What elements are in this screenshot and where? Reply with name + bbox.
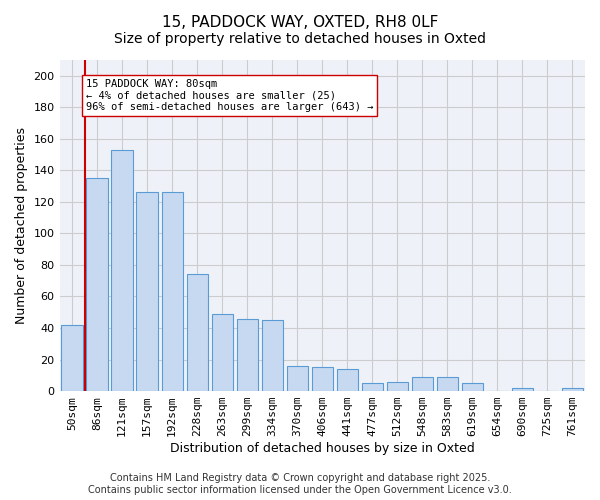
- Bar: [161, 192, 183, 391]
- Bar: [412, 377, 433, 391]
- Bar: [362, 383, 383, 391]
- Text: 15, PADDOCK WAY, OXTED, RH8 0LF: 15, PADDOCK WAY, OXTED, RH8 0LF: [162, 15, 438, 30]
- Text: 15 PADDOCK WAY: 80sqm
← 4% of detached houses are smaller (25)
96% of semi-detac: 15 PADDOCK WAY: 80sqm ← 4% of detached h…: [86, 79, 373, 112]
- Bar: [387, 382, 408, 391]
- Bar: [112, 150, 133, 391]
- Bar: [311, 368, 333, 391]
- Bar: [86, 178, 108, 391]
- X-axis label: Distribution of detached houses by size in Oxted: Distribution of detached houses by size …: [170, 442, 475, 455]
- Bar: [136, 192, 158, 391]
- Bar: [212, 314, 233, 391]
- Bar: [287, 366, 308, 391]
- Y-axis label: Number of detached properties: Number of detached properties: [15, 127, 28, 324]
- Bar: [262, 320, 283, 391]
- Bar: [512, 388, 533, 391]
- Bar: [337, 369, 358, 391]
- Bar: [187, 274, 208, 391]
- Bar: [562, 388, 583, 391]
- Bar: [236, 318, 258, 391]
- Text: Size of property relative to detached houses in Oxted: Size of property relative to detached ho…: [114, 32, 486, 46]
- Text: Contains HM Land Registry data © Crown copyright and database right 2025.
Contai: Contains HM Land Registry data © Crown c…: [88, 474, 512, 495]
- Bar: [462, 383, 483, 391]
- Bar: [437, 377, 458, 391]
- Bar: [61, 325, 83, 391]
